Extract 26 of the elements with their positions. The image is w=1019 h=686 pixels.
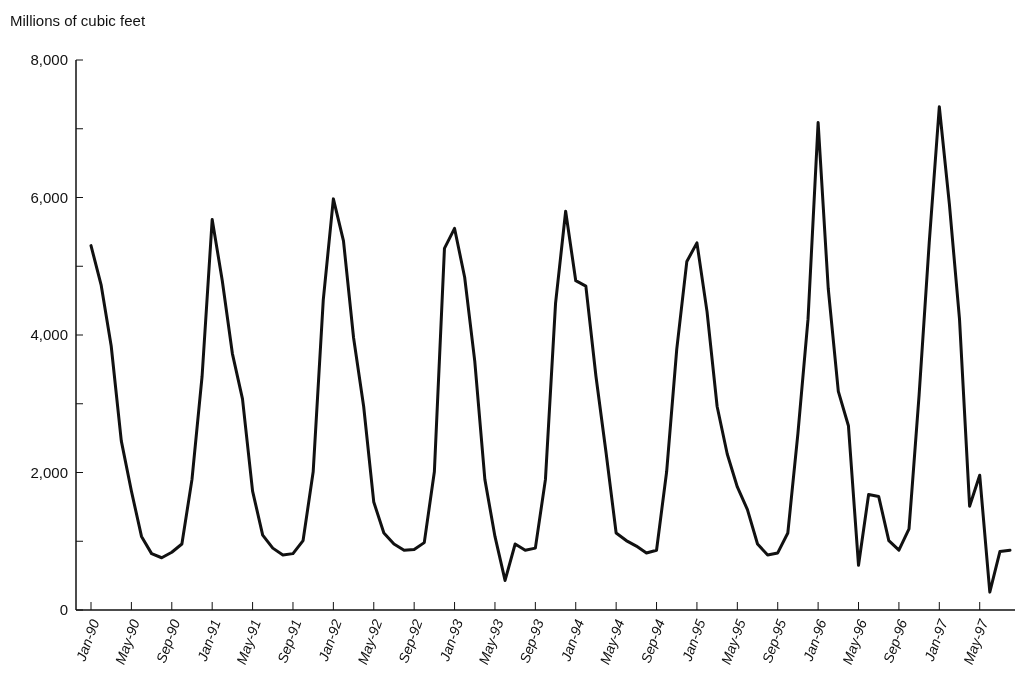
x-tick-label: Jan-91 [193, 617, 224, 664]
x-tick-label: May-96 [838, 617, 871, 667]
x-tick-label: Jan-94 [557, 617, 588, 664]
x-tick-label: Sep-92 [395, 617, 426, 666]
x-tick-label: Jan-93 [435, 617, 467, 664]
y-tick-label: 8,000 [30, 51, 68, 69]
x-tick-label: May-95 [717, 617, 749, 667]
x-tick-label: Jan-90 [72, 617, 103, 664]
y-tick-label: 0 [59, 601, 68, 619]
x-tick-label: Jan-97 [920, 616, 952, 664]
x-tick-label: May-97 [960, 616, 992, 667]
x-tick-label: Sep-94 [637, 617, 669, 666]
x-tick-label: May-90 [111, 617, 143, 667]
x-tick-label: Jan-96 [799, 617, 830, 664]
y-tick-label: 2,000 [30, 463, 68, 481]
y-axis-title: Millions of cubic feet [10, 12, 146, 29]
y-tick-label: 6,000 [30, 188, 68, 206]
y-tick-label: 4,000 [30, 326, 68, 344]
line-series [89, 105, 1012, 594]
x-tick-label: Jan-92 [314, 617, 345, 664]
x-tick-label: Jan-95 [678, 617, 709, 664]
x-tick-label: Sep-91 [273, 617, 305, 666]
x-tick-label: Sep-93 [516, 617, 547, 666]
x-tick-label: Sep-95 [758, 617, 790, 666]
x-tick-label: Sep-96 [879, 617, 911, 666]
x-tick-label: Sep-90 [152, 617, 184, 666]
